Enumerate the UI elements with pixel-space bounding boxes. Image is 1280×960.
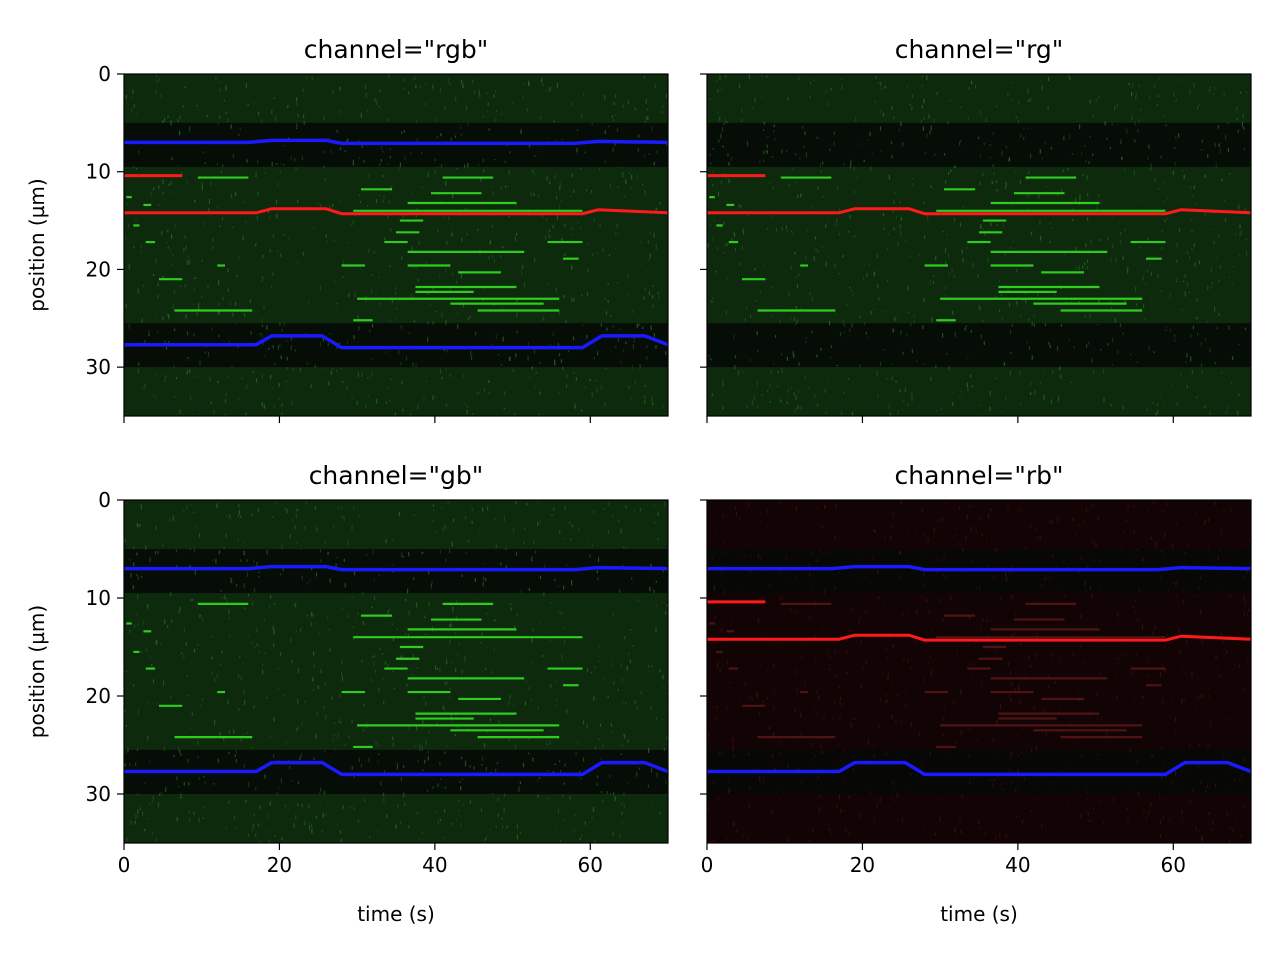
red-traces [124,174,668,216]
noise-speckle [124,500,668,843]
noise-speckle [707,500,1251,843]
y-axis-label: position (µm) [25,178,49,311]
green-segments [709,176,1166,322]
green-segments [709,602,1166,749]
x-tick-label: 60 [1161,853,1186,877]
panel-title: channel="rgb" [304,35,488,64]
red-traces [707,600,1251,642]
y-axis-label: position (µm) [25,605,49,738]
blue-trace-1 [707,564,1251,572]
y-tick-label: 0 [98,488,111,512]
x-tick-label: 40 [422,853,447,877]
blue-traces [707,564,1251,777]
panel-4: channel="rb" 0 20 40 60 time (s) [700,461,1252,926]
x-axis: 0 20 40 60 time (s) [118,843,603,926]
y-tick-label: 0 [98,62,111,86]
kymograph-image [707,74,1251,416]
x-tick-label: 40 [1005,853,1030,877]
blue-trace-2 [124,760,668,777]
red-trace-2 [124,207,668,216]
blue-trace-1 [124,564,668,572]
y-tick-label: 20 [86,684,111,708]
panel-title: channel="rg" [895,35,1064,64]
y-tick-label: 30 [86,355,111,379]
y-axis [700,73,707,368]
green-segments [126,602,583,749]
y-tick-label: 10 [86,160,111,184]
kymograph-image [124,500,668,843]
kymograph-image [707,500,1251,843]
x-axis [706,416,1174,423]
x-axis-label: time (s) [940,902,1018,926]
panel-1: channel="rgb" 0 10 20 30 position (µm) [25,35,669,423]
kymograph-image [124,74,668,416]
x-axis [123,416,591,423]
y-axis: 0 10 20 30 position (µm) [25,488,124,806]
bead-band-bottom [707,323,1251,368]
bead-band-top [707,122,1251,167]
blue-trace-1 [124,138,668,146]
x-axis: 0 20 40 60 time (s) [701,843,1186,926]
x-tick-label: 0 [701,853,714,877]
panel-2: channel="rg" [700,35,1252,423]
axes-frame [706,73,1252,417]
green-segments [126,176,583,322]
y-axis: 0 10 20 30 position (µm) [25,62,124,379]
panel-title: channel="gb" [309,461,484,490]
blue-trace-2 [124,334,668,350]
y-axis [700,499,707,795]
red-traces [707,174,1251,216]
axes-frame [123,499,669,844]
x-tick-label: 0 [118,853,131,877]
axes-frame [706,499,1252,844]
x-axis-label: time (s) [357,902,435,926]
panel-title: channel="rb" [894,461,1063,490]
x-tick-label: 20 [267,853,292,877]
panel-3: channel="gb" 0 20 40 60 time (s) 0 10 20 30 positi… [25,461,669,926]
axes-frame [123,73,669,417]
y-tick-label: 20 [86,257,111,281]
blue-trace-2 [707,760,1251,777]
x-tick-label: 60 [578,853,603,877]
y-tick-label: 10 [86,586,111,610]
blue-traces [124,138,668,350]
red-trace-2 [707,207,1251,216]
y-tick-label: 30 [86,782,111,806]
red-trace-2 [707,633,1251,642]
x-tick-label: 20 [850,853,875,877]
blue-traces [124,564,668,777]
